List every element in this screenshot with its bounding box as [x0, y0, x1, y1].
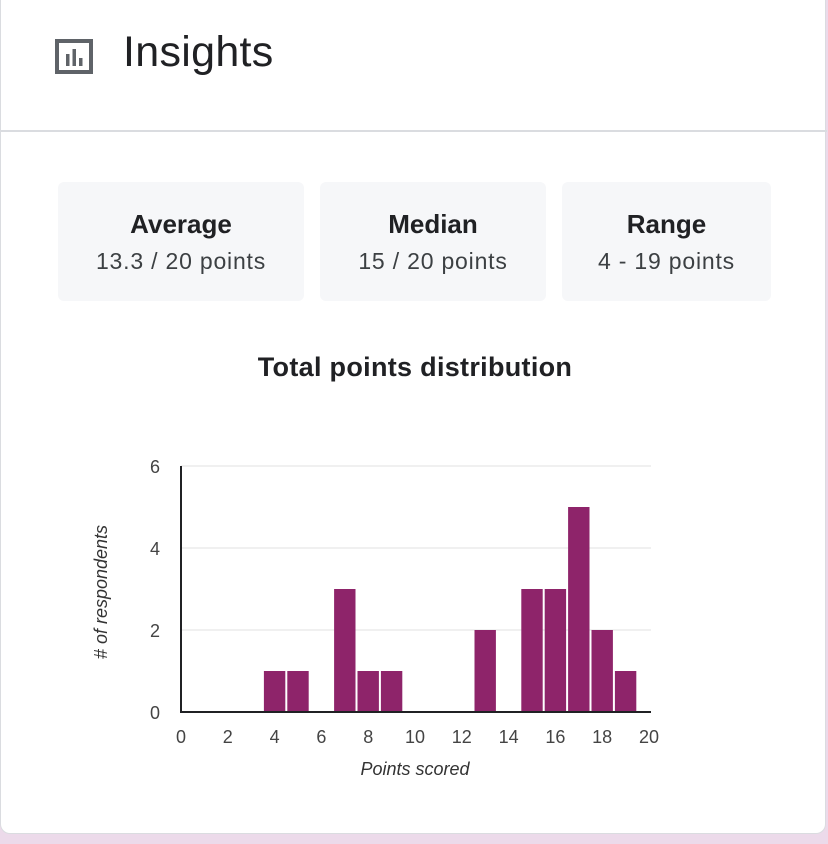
points-distribution-chart: 0 2 4 6 0 2 4 6 8 10 12 14 16 18 20 Points scored # of r… — [91, 457, 659, 779]
x-tick-label: 16 — [545, 727, 565, 747]
histogram-bar — [521, 589, 543, 712]
histogram-bar — [568, 507, 590, 712]
stat-value: 4 - 19 points — [598, 248, 735, 274]
y-tick-label: 0 — [150, 703, 160, 723]
x-tick-label: 8 — [363, 727, 373, 747]
stat-label: Median — [388, 209, 478, 239]
x-tick-label: 10 — [405, 727, 425, 747]
histogram-bar — [614, 671, 637, 712]
histogram-bar — [357, 671, 379, 712]
y-tick-label: 2 — [150, 621, 160, 641]
x-tick-label: 0 — [176, 727, 186, 747]
page-title: Insights — [123, 28, 274, 76]
stat-card-range: Range 4 - 19 points — [562, 182, 771, 301]
x-tick-label: 20 — [639, 727, 659, 747]
x-tick-label: 12 — [452, 727, 472, 747]
histogram-bar — [591, 630, 613, 712]
histogram-bar — [380, 671, 403, 712]
insights-header: Insights — [1, 0, 827, 132]
stat-value: 13.3 / 20 points — [95, 248, 267, 274]
x-tick-label: 18 — [592, 727, 612, 747]
y-tick-label: 6 — [150, 457, 160, 477]
histogram-bar — [474, 630, 496, 712]
x-axis-title: Points scored — [360, 759, 470, 779]
histogram-bar — [334, 589, 356, 712]
stat-card-average: Average 13.3 / 20 points — [58, 182, 304, 301]
y-axis-title: # of respondents — [91, 525, 111, 659]
x-tick-label: 2 — [223, 727, 233, 747]
stat-value: 15 / 20 points — [358, 248, 508, 274]
histogram-bar — [287, 671, 309, 712]
x-tick-label: 6 — [316, 727, 326, 747]
stat-card-median: Median 15 / 20 points — [320, 182, 546, 301]
chart-title: Total points distribution — [257, 352, 573, 382]
histogram-bar — [544, 589, 567, 712]
bar-chart-icon — [55, 39, 93, 74]
histogram-bar — [263, 671, 286, 712]
x-tick-label: 14 — [499, 727, 519, 747]
stat-label: Range — [626, 209, 707, 239]
y-tick-label: 4 — [150, 539, 160, 559]
x-tick-label: 4 — [270, 727, 280, 747]
stat-label: Average — [130, 209, 232, 239]
